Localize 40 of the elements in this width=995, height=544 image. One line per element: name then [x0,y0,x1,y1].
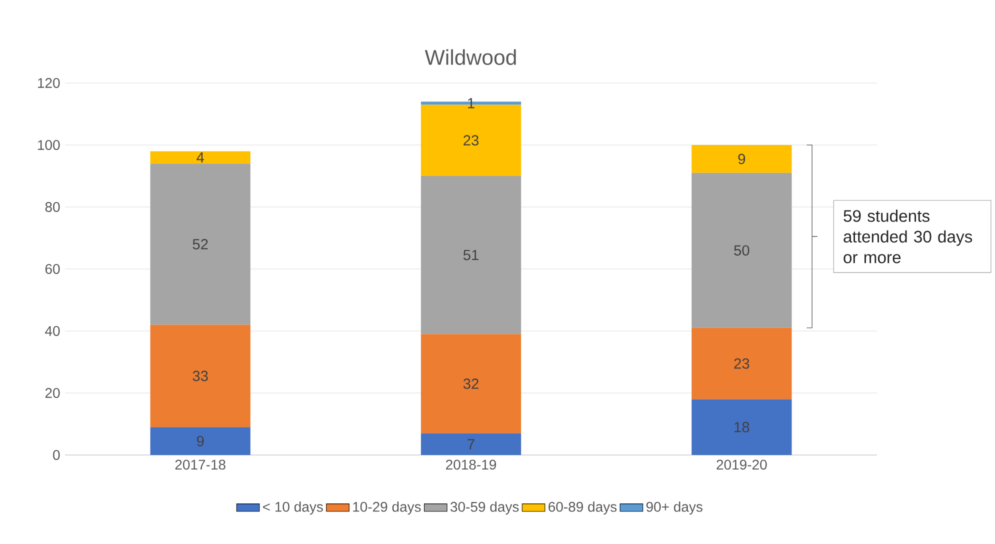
data-label: 32 [463,378,478,389]
bar [150,324,250,428]
legend-label: 10-29 days [353,502,421,515]
data-label: 9 [738,154,746,164]
bar [420,176,522,334]
y-tick-label: 100 [38,140,60,150]
legend-label: 60-89 days [548,502,617,515]
bar [420,334,522,434]
bar [150,164,250,325]
y-tick-label: 120 [38,78,60,88]
x-tick-label: 2018-19 [446,460,496,470]
data-label: 51 [463,250,478,260]
data-label: 52 [192,239,208,250]
bar [692,328,792,400]
y-tick-label: 40 [45,326,60,336]
bar [692,145,792,173]
y-tick-label: 0 [53,450,60,460]
bar [692,399,792,455]
bar [150,427,250,455]
bar [420,433,522,455]
y-tick-label: 60 [45,264,60,274]
data-label: 7 [468,439,474,450]
data-label: 9 [196,436,204,446]
annotation: 59 students attended 30 days or more [844,210,972,264]
legend-label: 30-59 days [450,502,519,515]
chart-title: Wildwood [424,49,516,65]
x-tick-label: 2019-20 [716,460,767,470]
y-tick-label: 20 [45,388,60,398]
data-label: 23 [734,358,750,369]
data-label: 4 [196,152,204,162]
y-tick-label: 80 [45,202,60,212]
data-label: 33 [192,370,208,382]
data-label: 50 [734,245,750,256]
bar [150,151,250,164]
x-tick-label: 2017-18 [175,460,226,470]
legend-label: < 10 days [263,502,323,515]
legend-label: 90+ days [646,502,702,515]
data-label: 18 [734,422,750,432]
data-label: 23 [464,135,479,146]
bar [692,172,792,328]
